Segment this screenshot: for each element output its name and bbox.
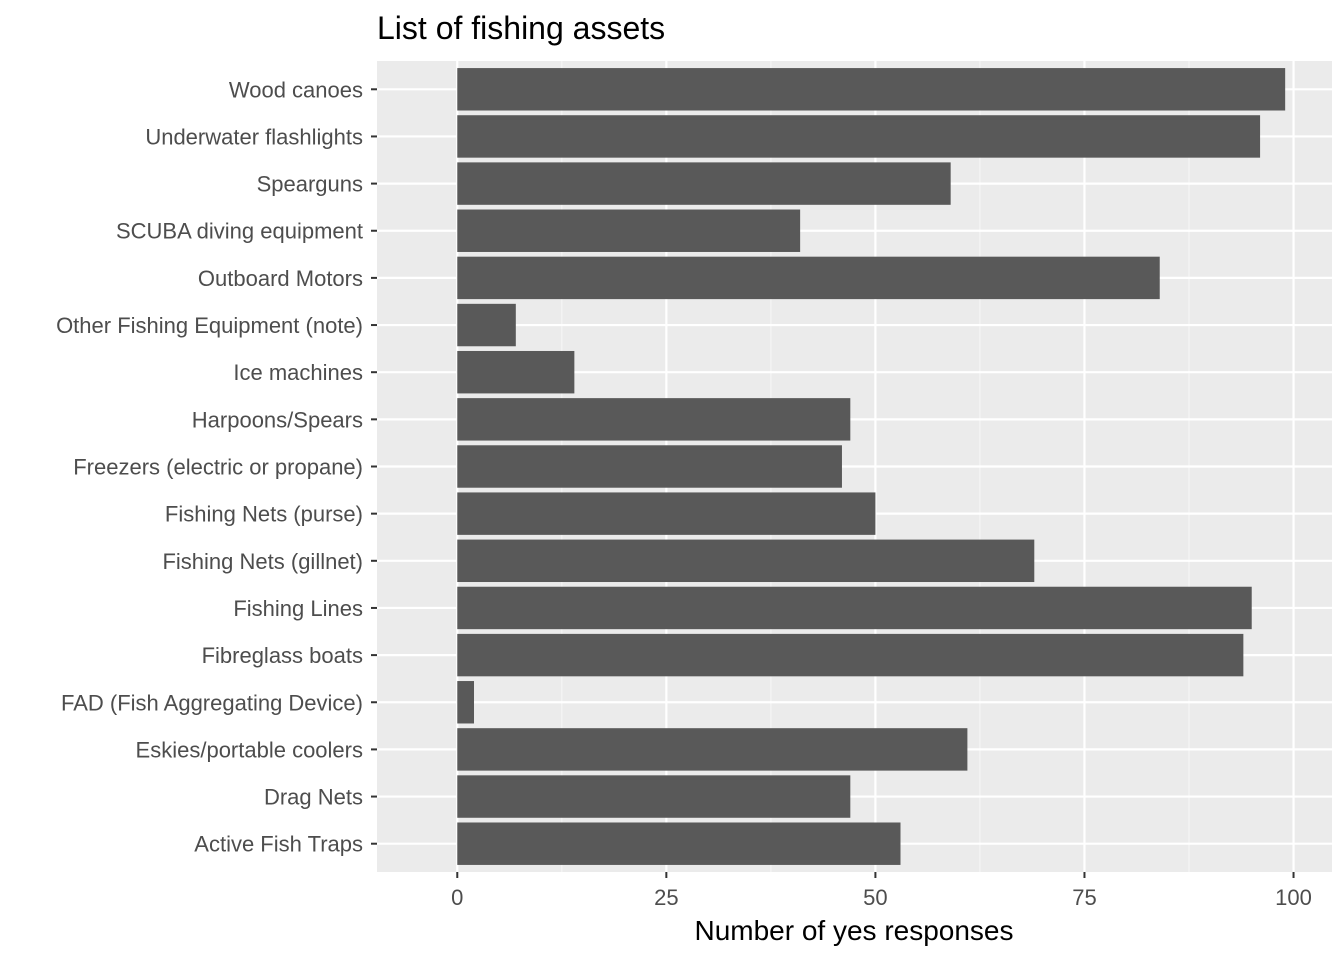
x-axis-title: Number of yes responses xyxy=(694,915,1013,946)
bar xyxy=(457,445,842,488)
bar xyxy=(457,115,1261,158)
bar xyxy=(457,303,516,347)
x-tick-label: 100 xyxy=(1275,885,1312,910)
bar xyxy=(457,728,968,771)
y-tick-label: Wood canoes xyxy=(229,77,363,102)
bar xyxy=(457,775,851,818)
bar xyxy=(457,681,475,724)
y-axis: Wood canoes Underwater flashlights Speargu… xyxy=(56,77,377,857)
bar xyxy=(457,256,1160,300)
y-tick-label: Spearguns xyxy=(257,172,363,197)
y-tick-label: FAD (Fish Aggregating Device) xyxy=(61,690,363,715)
bars xyxy=(457,68,1286,865)
x-tick-label: 50 xyxy=(863,885,887,910)
y-tick-label: Fibreglass boats xyxy=(202,643,363,668)
bar xyxy=(457,822,901,865)
x-tick-label: 75 xyxy=(1072,885,1096,910)
x-tick-label: 25 xyxy=(654,885,678,910)
y-tick-label: Drag Nets xyxy=(264,785,363,810)
bar xyxy=(457,633,1244,677)
y-tick-label: Fishing Lines xyxy=(233,596,363,621)
y-tick-label: Other Fishing Equipment (note) xyxy=(56,313,363,338)
y-tick-label: Eskies/portable coolers xyxy=(136,737,363,762)
y-tick-label: Underwater flashlights xyxy=(145,124,363,149)
y-tick-label: Fishing Nets (purse) xyxy=(165,502,363,527)
bar xyxy=(457,492,876,535)
bar xyxy=(457,398,851,441)
bar xyxy=(457,209,801,252)
bar xyxy=(457,68,1286,111)
y-tick-label: Active Fish Traps xyxy=(194,832,363,857)
y-tick-label: Ice machines xyxy=(233,360,363,385)
y-tick-label: Outboard Motors xyxy=(198,266,363,291)
bar xyxy=(457,162,951,205)
x-tick-label: 0 xyxy=(451,885,463,910)
bar xyxy=(457,586,1252,630)
y-tick-label: Harpoons/Spears xyxy=(192,407,363,432)
bar xyxy=(457,350,575,394)
y-tick-label: Fishing Nets (gillnet) xyxy=(162,549,363,574)
bar xyxy=(457,539,1035,583)
chart-title: List of fishing assets xyxy=(377,10,666,46)
y-tick-label: Freezers (electric or propane) xyxy=(73,455,363,480)
x-axis: 0 25 50 75 100 xyxy=(451,872,1312,910)
y-tick-label: SCUBA diving equipment xyxy=(116,219,363,244)
